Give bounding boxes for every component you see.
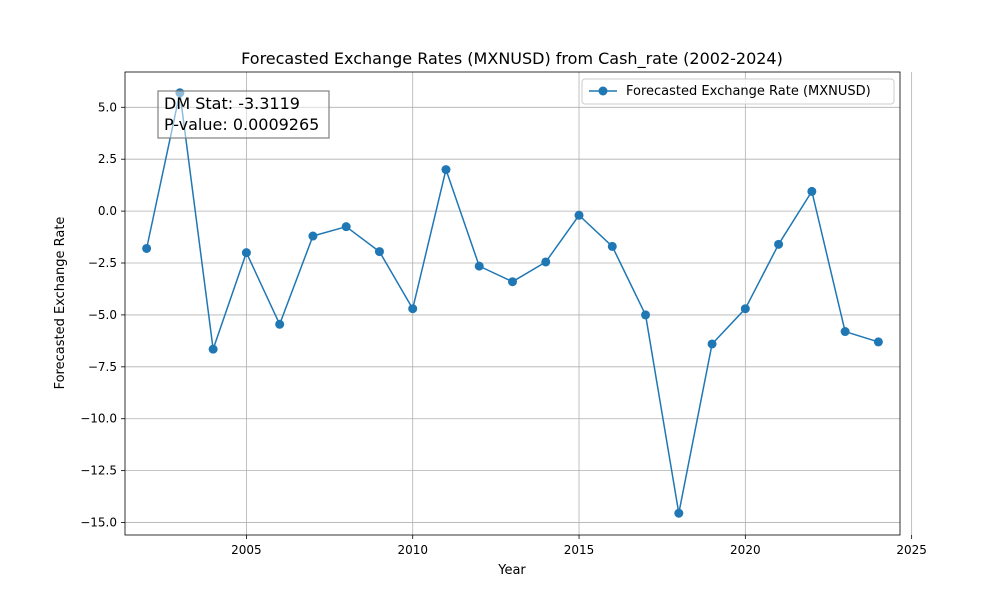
legend-frame — [581, 78, 895, 105]
annotation-p-value: P-value: 0.0009265 — [164, 115, 319, 134]
data-point — [474, 261, 484, 271]
annotation-box: DM Stat: -3.3119 P-value: 0.0009265 — [157, 90, 330, 139]
data-point — [341, 222, 351, 232]
y-tick-label: 0.0 — [98, 204, 117, 218]
annotation-box-frame — [157, 90, 330, 139]
legend-entry-label: Forecasted Exchange Rate (MXNUSD) — [626, 84, 871, 99]
data-point — [208, 344, 218, 354]
y-tick-label: 2.5 — [98, 152, 117, 166]
grid-lines — [125, 72, 913, 535]
y-tick-label: −10.0 — [80, 412, 117, 426]
data-point — [840, 327, 850, 337]
x-tick-label: 2015 — [564, 543, 595, 557]
data-point — [408, 304, 418, 314]
legend-marker-swatch — [598, 86, 608, 96]
data-point — [641, 310, 651, 320]
x-tick-label: 2020 — [730, 543, 761, 557]
data-point — [541, 257, 551, 267]
data-point — [275, 319, 285, 329]
data-point — [607, 241, 617, 251]
data-point — [374, 247, 384, 257]
y-tick-label: −5.0 — [88, 308, 117, 322]
data-point — [807, 186, 817, 196]
y-tick-label: −7.5 — [88, 360, 117, 374]
y-axis-label: Forecasted Exchange Rate — [53, 217, 68, 390]
data-point — [241, 248, 251, 258]
x-tick-label: 2005 — [231, 543, 262, 557]
data-point — [508, 277, 517, 287]
data-point — [308, 231, 318, 241]
data-point — [142, 243, 152, 253]
data-point — [707, 339, 717, 349]
axis-ticks: 2005 2010 2015 2020 2025 5.0 2.5 0.0 −2.5 −5.0 −7.… — [80, 100, 927, 557]
x-tick-label: 2010 — [397, 543, 428, 557]
data-point — [574, 210, 584, 220]
legend: Forecasted Exchange Rate (MXNUSD) — [581, 78, 895, 105]
x-axis-label: Year — [497, 563, 526, 578]
y-tick-label: −2.5 — [88, 256, 117, 270]
plot-frame — [124, 71, 901, 536]
data-point — [873, 337, 883, 347]
data-point — [774, 239, 784, 249]
y-tick-label: −15.0 — [80, 516, 117, 530]
data-point — [674, 508, 684, 518]
x-tick-label: 2025 — [896, 543, 927, 557]
annotation-dm-stat: DM Stat: -3.3119 — [164, 94, 300, 113]
y-tick-label: 5.0 — [98, 100, 117, 114]
chart-title: Forecasted Exchange Rates (MXNUSD) from … — [241, 49, 783, 69]
y-tick-label: −12.5 — [80, 464, 117, 478]
data-point — [740, 304, 750, 314]
series-layer — [142, 88, 883, 518]
data-point — [441, 165, 451, 175]
